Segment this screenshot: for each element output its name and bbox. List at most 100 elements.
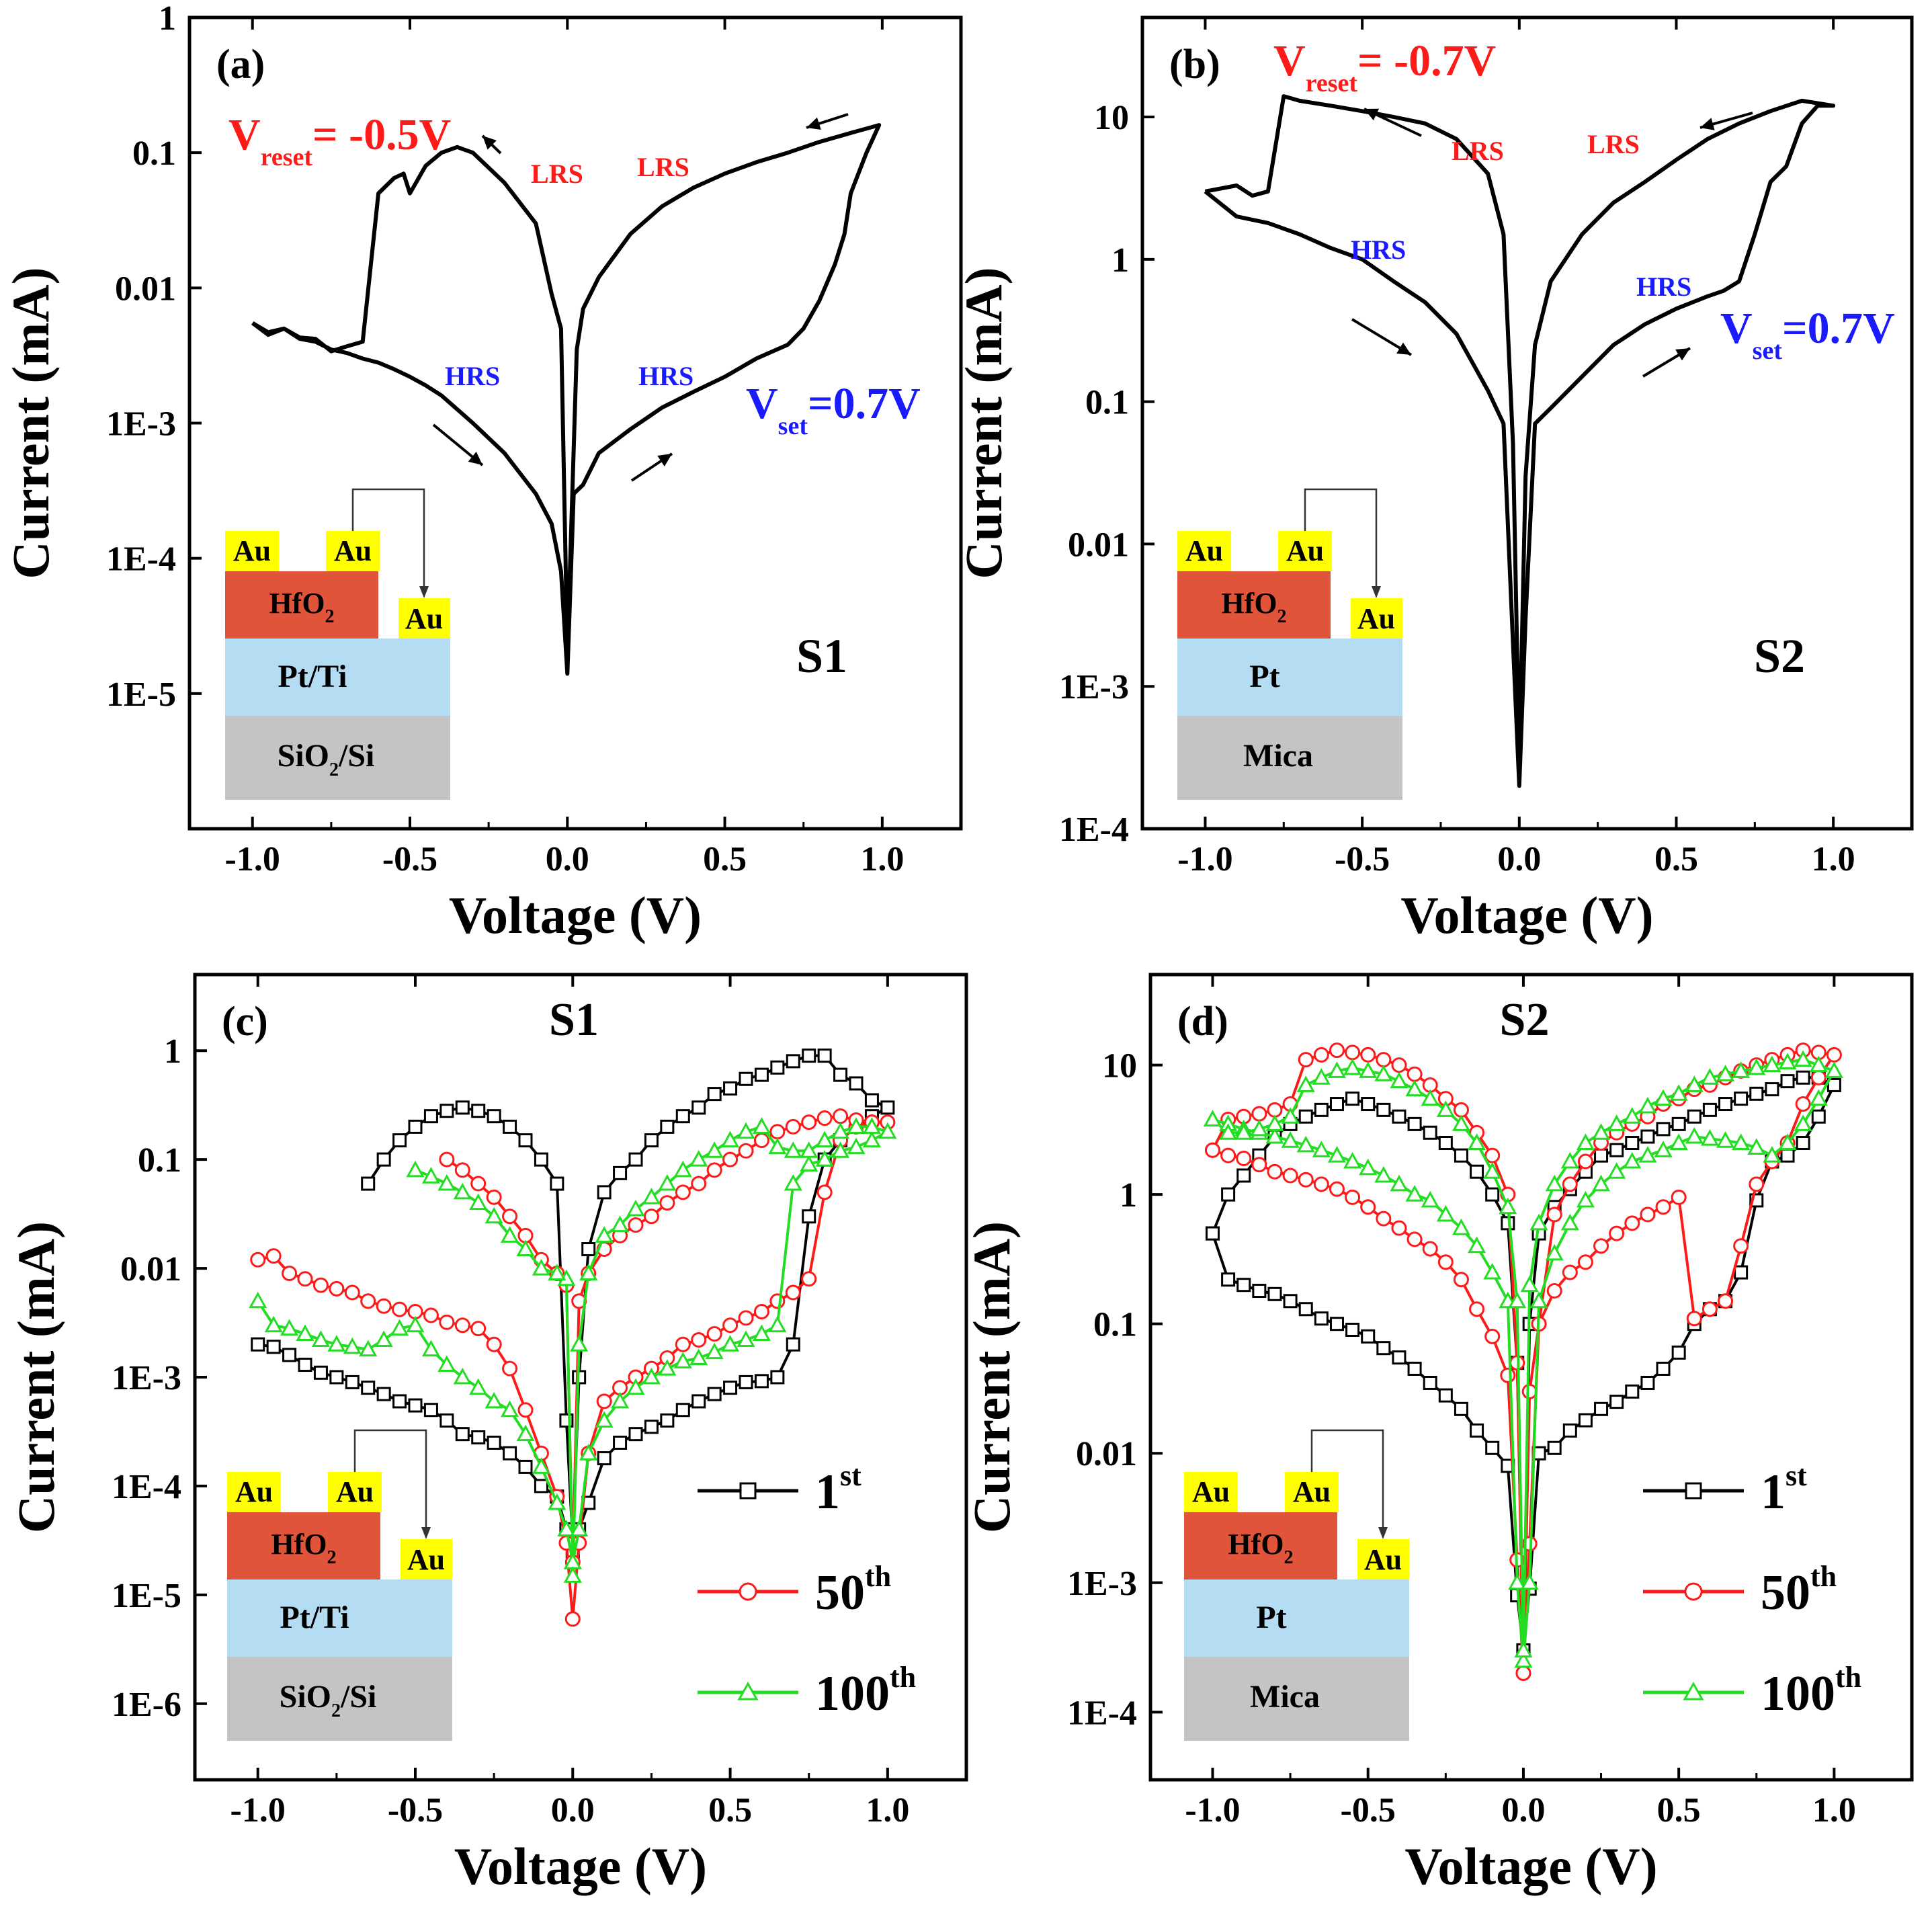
data-point-1st — [1811, 1109, 1826, 1124]
data-point-100th — [1623, 1151, 1642, 1169]
data-point-100th — [611, 1215, 630, 1233]
oxide-sub: 2 — [325, 606, 335, 627]
data-point-100th — [343, 1337, 362, 1354]
y-tick-label: 1E-4 — [1067, 1694, 1137, 1732]
data-point-50th — [454, 1317, 470, 1333]
data-point-50th — [1360, 1199, 1376, 1215]
data-point-100th — [1607, 1162, 1626, 1179]
sample-label-a: S1 — [796, 629, 847, 683]
legend-marker-1st — [1685, 1482, 1702, 1500]
data-point-1st — [802, 1049, 816, 1063]
data-point-100th — [1234, 1123, 1253, 1140]
data-point-1st — [1298, 1109, 1313, 1124]
au-top-pad — [1278, 531, 1332, 571]
oxide-label: HfO2 — [269, 587, 334, 627]
panel-b: 10 1 0.1 0.01 1E-3 1E-4 -1.0 -0.5 0.0 0.5 1.0 (b)… — [954, 15, 1914, 944]
data-point-100th — [768, 1137, 787, 1155]
data-point-100th — [673, 1160, 692, 1178]
data-point-100th — [453, 1182, 472, 1200]
y-tick-label: 0.01 — [1076, 1435, 1137, 1473]
data-point-100th — [815, 1150, 834, 1167]
data-point-50th — [1220, 1147, 1236, 1163]
data-point-100th — [831, 1141, 850, 1158]
x-tick-label: 0.5 — [1654, 840, 1698, 878]
data-point-100th — [595, 1411, 614, 1428]
y-tick-labels-c: 1 0.1 0.01 1E-3 1E-4 1E-5 1E-6 — [112, 1032, 207, 1724]
vreset-sub: reset — [1306, 69, 1358, 97]
data-point-1st — [455, 1100, 470, 1115]
data-point-100th — [815, 1131, 834, 1148]
data-point-100th — [658, 1359, 677, 1376]
legend-superscript: th — [1810, 1560, 1837, 1593]
y-tick-label: 1E-3 — [1059, 668, 1129, 706]
data-point-100th — [1747, 1058, 1766, 1075]
data-point-50th — [722, 1151, 739, 1167]
data-point-1st — [1392, 1350, 1406, 1365]
data-point-50th — [470, 1176, 487, 1192]
data-point-100th — [280, 1319, 299, 1336]
probe-arrow-icon — [1372, 586, 1381, 598]
legend-number: 100 — [815, 1666, 890, 1721]
data-point-50th — [392, 1301, 408, 1317]
data-point-100th — [673, 1352, 692, 1368]
data-point-1st — [707, 1087, 722, 1102]
data-point-100th — [249, 1291, 267, 1309]
data-point-1st — [487, 1109, 501, 1124]
device-inset-c: Au Au Au HfO2 Pt/Ti SiO2/Si — [227, 1429, 452, 1741]
data-point-1st — [817, 1049, 832, 1063]
data-point-1st — [581, 1242, 596, 1257]
probe-wire — [351, 488, 425, 594]
electrode-label: Pt/Ti — [280, 1600, 349, 1635]
x-axis-label-b: Voltage (V) — [1400, 886, 1653, 944]
substrate-sub: 2 — [331, 1700, 341, 1721]
data-point-100th — [1545, 1243, 1564, 1261]
vset-v: V — [746, 379, 778, 428]
probe-arrow-icon — [421, 1527, 431, 1539]
data-point-100th — [469, 1378, 488, 1395]
hrs-label-left-a: HRS — [445, 361, 500, 391]
data-point-100th — [847, 1137, 866, 1155]
vset-v: V — [1720, 304, 1753, 353]
y-tick-label: 1E-3 — [1067, 1565, 1137, 1603]
y-tick-label: 10 — [1102, 1047, 1137, 1085]
data-point-1st — [660, 1119, 675, 1134]
electrode-layer — [1184, 1579, 1409, 1657]
panel-c: 1 0.1 0.01 1E-3 1E-4 1E-5 1E-6 -1.0 -0.5 0.0 0.5 1… — [7, 973, 968, 1895]
data-point-50th — [329, 1280, 345, 1297]
data-point-50th — [769, 1124, 786, 1140]
data-point-50th — [675, 1336, 691, 1352]
au-top-pad — [326, 531, 380, 571]
data-point-50th — [376, 1298, 392, 1314]
data-point-100th — [485, 1391, 503, 1409]
x-axis-label-a: Voltage (V) — [449, 886, 702, 944]
data-point-100th — [721, 1335, 740, 1352]
data-point-100th — [1700, 1128, 1719, 1146]
data-point-50th — [643, 1208, 659, 1225]
x-tick-label: -0.5 — [382, 840, 437, 878]
data-point-100th — [1468, 1133, 1486, 1151]
x-tick-label: 0.5 — [703, 840, 747, 878]
data-point-100th — [501, 1226, 519, 1243]
data-point-50th — [265, 1248, 282, 1264]
data-point-1st — [487, 1435, 501, 1450]
data-point-1st — [1594, 1401, 1609, 1416]
data-point-50th — [785, 1284, 801, 1301]
data-point-50th — [1453, 1272, 1469, 1288]
y-tick-label: 1 — [1120, 1176, 1137, 1215]
data-point-100th — [501, 1400, 519, 1418]
data-point-50th — [1562, 1176, 1578, 1192]
lrs-label-left-b: LRS — [1452, 136, 1504, 166]
substrate-label: SiO2/Si — [278, 738, 375, 780]
data-point-1st — [613, 1165, 628, 1180]
data-point-100th — [1560, 1213, 1579, 1231]
substrate-label: Mica — [1243, 738, 1313, 774]
data-point-1st — [361, 1176, 376, 1191]
data-point-50th — [1484, 1328, 1501, 1344]
data-point-100th — [548, 1493, 566, 1510]
arrow-head-icon — [1700, 118, 1715, 130]
legend-marker-100th — [737, 1681, 759, 1700]
data-point-100th — [1265, 1126, 1284, 1144]
data-point-100th — [327, 1335, 346, 1352]
data-point-50th — [1360, 1046, 1376, 1063]
